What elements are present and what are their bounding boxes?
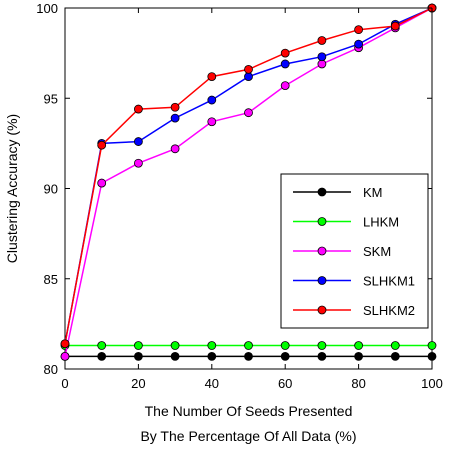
data-point-lhkm bbox=[97, 341, 107, 350]
y-tick-label: 90 bbox=[44, 182, 58, 197]
y-tick-label: 100 bbox=[36, 1, 58, 16]
data-point-skm bbox=[207, 117, 217, 127]
data-point-slhkm1 bbox=[244, 72, 253, 81]
x-tick-label: 60 bbox=[278, 376, 292, 391]
data-point-skm bbox=[170, 144, 180, 154]
data-point-slhkm1 bbox=[170, 113, 180, 123]
data-point-lhkm bbox=[317, 341, 327, 350]
data-point-slhkm2 bbox=[207, 72, 217, 81]
x-tick-label: 100 bbox=[421, 376, 443, 391]
data-point-skm bbox=[60, 351, 70, 361]
data-point-km bbox=[317, 351, 327, 361]
legend-marker-km bbox=[317, 187, 327, 197]
y-tick-label: 85 bbox=[44, 272, 58, 287]
data-point-km bbox=[244, 351, 253, 361]
data-point-slhkm2 bbox=[244, 64, 253, 74]
data-point-km bbox=[133, 351, 143, 361]
legend-label-lhkm: LHKM bbox=[363, 215, 399, 230]
legend: KM LHKM SKM SLHKM1 SLHKM2 bbox=[280, 173, 429, 329]
x-axis-title-line1: The Number Of Seeds Presented bbox=[145, 403, 353, 419]
legend-label-slhkm2: SLHKM2 bbox=[363, 303, 415, 318]
y-tick-label: 80 bbox=[44, 362, 58, 377]
x-tick-label: 40 bbox=[205, 376, 219, 391]
data-point-km bbox=[390, 351, 400, 361]
series-skm bbox=[60, 3, 437, 361]
data-point-lhkm bbox=[427, 341, 437, 350]
x-tick-label: 0 bbox=[61, 376, 68, 391]
legend-marker-skm bbox=[317, 246, 327, 256]
legend-label-km: KM bbox=[363, 185, 383, 200]
x-axis-title-line2: By The Percentage Of All Data (%) bbox=[140, 428, 356, 444]
legend-marker-slhkm1 bbox=[317, 276, 327, 285]
x-tick-label: 80 bbox=[351, 376, 365, 391]
data-point-lhkm bbox=[390, 341, 400, 350]
tick-layer: 0 20 40 60 80 100 80 85 90 95 100 bbox=[36, 1, 443, 391]
data-point-km bbox=[427, 351, 437, 361]
data-point-km bbox=[280, 351, 290, 361]
data-point-skm bbox=[244, 108, 253, 118]
data-point-lhkm bbox=[244, 341, 253, 350]
data-point-skm bbox=[97, 178, 107, 188]
data-point-slhkm1 bbox=[354, 39, 364, 49]
data-point-km bbox=[170, 351, 180, 361]
data-point-slhkm2 bbox=[390, 21, 400, 31]
legend-label-slhkm1: SLHKM1 bbox=[363, 274, 415, 289]
series-layer bbox=[60, 3, 437, 361]
data-point-km bbox=[207, 351, 217, 361]
legend-marker-slhkm2 bbox=[317, 305, 327, 315]
data-point-slhkm2 bbox=[97, 140, 107, 150]
data-point-slhkm2 bbox=[60, 339, 70, 349]
data-point-slhkm2 bbox=[133, 104, 143, 114]
y-axis-title: Clustering Accuracy (%) bbox=[4, 114, 20, 263]
data-point-lhkm bbox=[280, 341, 290, 350]
data-point-skm bbox=[133, 158, 143, 168]
data-point-slhkm2 bbox=[280, 48, 290, 58]
data-point-km bbox=[97, 351, 107, 361]
data-point-km bbox=[354, 351, 364, 361]
legend-label-skm: SKM bbox=[363, 244, 391, 259]
data-point-slhkm1 bbox=[280, 59, 290, 69]
series-slhkm2 bbox=[60, 3, 437, 349]
data-point-lhkm bbox=[354, 341, 364, 350]
data-point-slhkm1 bbox=[207, 95, 217, 105]
legend-marker-lhkm bbox=[317, 217, 327, 226]
data-point-slhkm2 bbox=[170, 102, 180, 112]
data-point-lhkm bbox=[170, 341, 180, 350]
data-point-slhkm1 bbox=[133, 137, 143, 146]
data-point-slhkm2 bbox=[317, 36, 327, 45]
x-tick-label: 20 bbox=[131, 376, 145, 391]
data-point-slhkm1 bbox=[317, 52, 327, 62]
series-km bbox=[60, 351, 437, 361]
data-point-skm bbox=[317, 59, 327, 69]
data-point-slhkm2 bbox=[354, 25, 364, 35]
y-tick-label: 95 bbox=[44, 91, 58, 106]
data-point-lhkm bbox=[207, 341, 217, 350]
data-point-lhkm bbox=[133, 341, 143, 350]
data-point-skm bbox=[280, 81, 290, 91]
